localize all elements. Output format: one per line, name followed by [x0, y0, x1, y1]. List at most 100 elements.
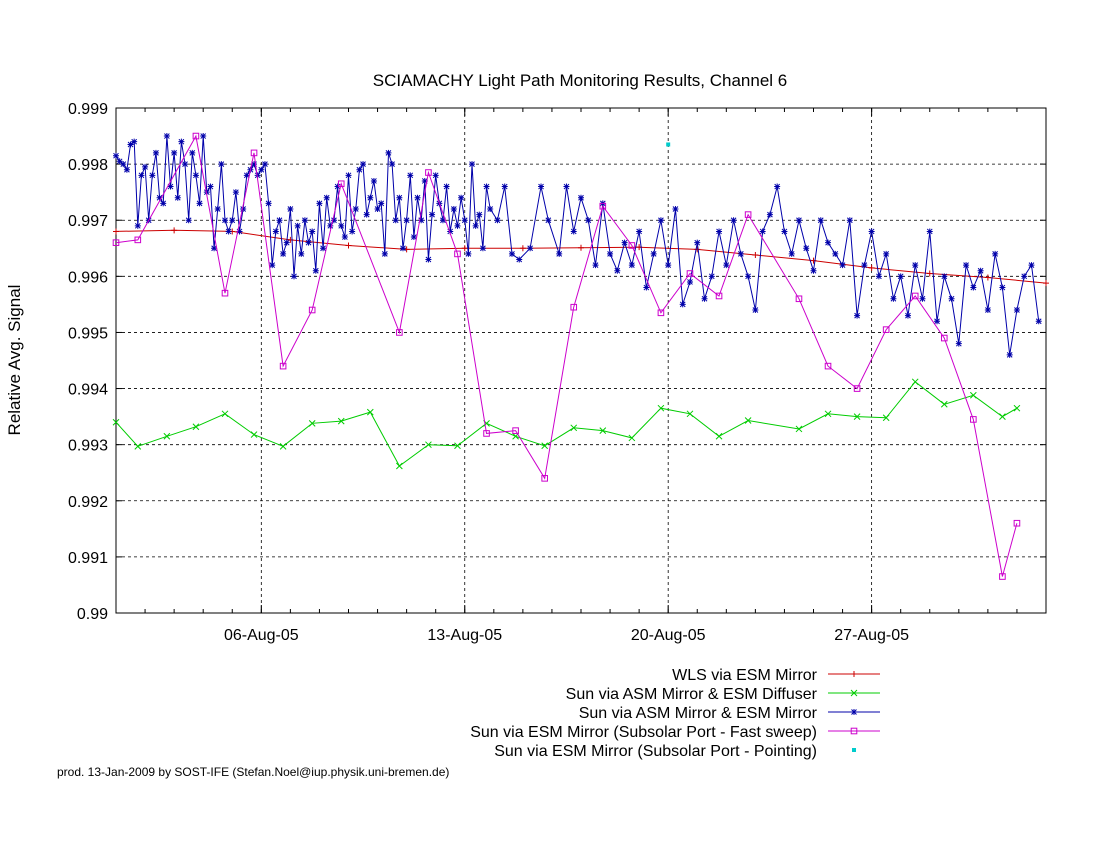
data-point — [519, 245, 526, 252]
series-layer — [112, 132, 1049, 580]
data-point — [912, 262, 919, 269]
y-tick-label: 0.991 — [68, 550, 108, 567]
data-point — [142, 163, 149, 170]
data-point — [134, 222, 141, 229]
data-point — [694, 239, 701, 246]
data-point — [298, 250, 305, 257]
legend-marker — [852, 748, 856, 752]
data-point — [221, 289, 229, 297]
data-point — [508, 250, 515, 257]
data-point — [868, 264, 875, 271]
y-tick-label: 0.997 — [68, 213, 108, 230]
data-point — [963, 262, 970, 269]
y-tick-label: 0.993 — [68, 438, 108, 455]
legend-label: Sun via ESM Mirror (Subsolar Port - Fast… — [470, 724, 817, 741]
data-point — [788, 250, 795, 257]
data-point — [120, 161, 127, 168]
data-point — [882, 414, 890, 422]
data-point — [367, 194, 374, 201]
data-point — [744, 417, 752, 424]
data-point — [941, 273, 948, 280]
data-point — [309, 228, 316, 235]
data-point — [795, 217, 802, 224]
data-point — [636, 228, 643, 235]
data-point — [527, 245, 534, 252]
data-point — [469, 161, 476, 168]
data-point — [708, 273, 715, 280]
data-point — [279, 442, 287, 450]
data-point — [715, 432, 723, 440]
data-point — [134, 442, 142, 450]
data-point — [483, 183, 490, 190]
data-point — [123, 166, 130, 173]
data-point — [421, 177, 428, 184]
data-point — [178, 138, 185, 145]
data-point — [113, 152, 119, 159]
series-3 — [112, 132, 1021, 580]
series-line — [115, 134, 1018, 577]
data-point — [795, 425, 803, 433]
data-point — [999, 413, 1006, 420]
data-point — [366, 408, 374, 416]
data-point — [487, 206, 494, 212]
legend-marker — [851, 709, 857, 715]
data-point — [570, 424, 578, 432]
data-point — [810, 257, 817, 264]
data-point — [723, 262, 730, 269]
data-point — [795, 295, 803, 303]
data-point — [174, 194, 181, 201]
data-point — [396, 462, 403, 470]
data-point — [1006, 351, 1013, 358]
data-point — [276, 217, 283, 224]
data-point — [745, 273, 752, 280]
data-point — [970, 284, 977, 291]
y-tick-label: 0.994 — [68, 382, 108, 399]
data-point — [116, 158, 123, 165]
data-point — [320, 245, 327, 252]
data-point — [854, 312, 861, 319]
data-point — [890, 295, 897, 302]
data-point — [378, 200, 385, 207]
data-point — [628, 242, 636, 249]
data-point — [621, 239, 628, 246]
data-point — [926, 270, 933, 277]
data-point — [418, 217, 425, 224]
data-point — [392, 217, 399, 224]
data-point — [337, 180, 345, 188]
data-point — [1021, 273, 1028, 280]
data-point — [308, 306, 316, 314]
data-point — [650, 250, 657, 257]
data-point — [934, 318, 941, 325]
data-point — [977, 267, 984, 274]
y-tick-label: 0.996 — [68, 269, 108, 286]
data-point — [113, 228, 119, 235]
data-point — [766, 211, 773, 218]
data-point — [250, 149, 258, 157]
data-point — [396, 194, 403, 201]
data-point — [399, 245, 406, 252]
x-tick-label: 13-Aug-05 — [427, 627, 502, 644]
y-axis-label: Relative Avg. Signal — [5, 285, 24, 436]
data-point — [301, 217, 308, 224]
data-point — [607, 250, 614, 257]
data-point — [1035, 318, 1042, 325]
data-point — [955, 340, 962, 347]
data-point — [279, 362, 287, 370]
data-point — [578, 244, 584, 251]
data-point — [948, 295, 955, 302]
data-point — [643, 284, 650, 291]
data-point — [614, 267, 621, 274]
axis-ticks: 0.99 0.991 0.992 0.993 0.994 0.995 0.996 0.997 0… — [68, 101, 1047, 644]
data-point — [476, 211, 483, 218]
data-point — [592, 262, 599, 269]
data-point — [134, 236, 142, 244]
data-point — [1013, 404, 1021, 412]
data-point — [628, 434, 636, 442]
data-point — [127, 141, 134, 148]
data-point — [825, 239, 832, 246]
data-point — [541, 442, 549, 450]
data-point — [665, 262, 672, 269]
data-point — [447, 228, 454, 235]
data-point — [131, 138, 138, 145]
